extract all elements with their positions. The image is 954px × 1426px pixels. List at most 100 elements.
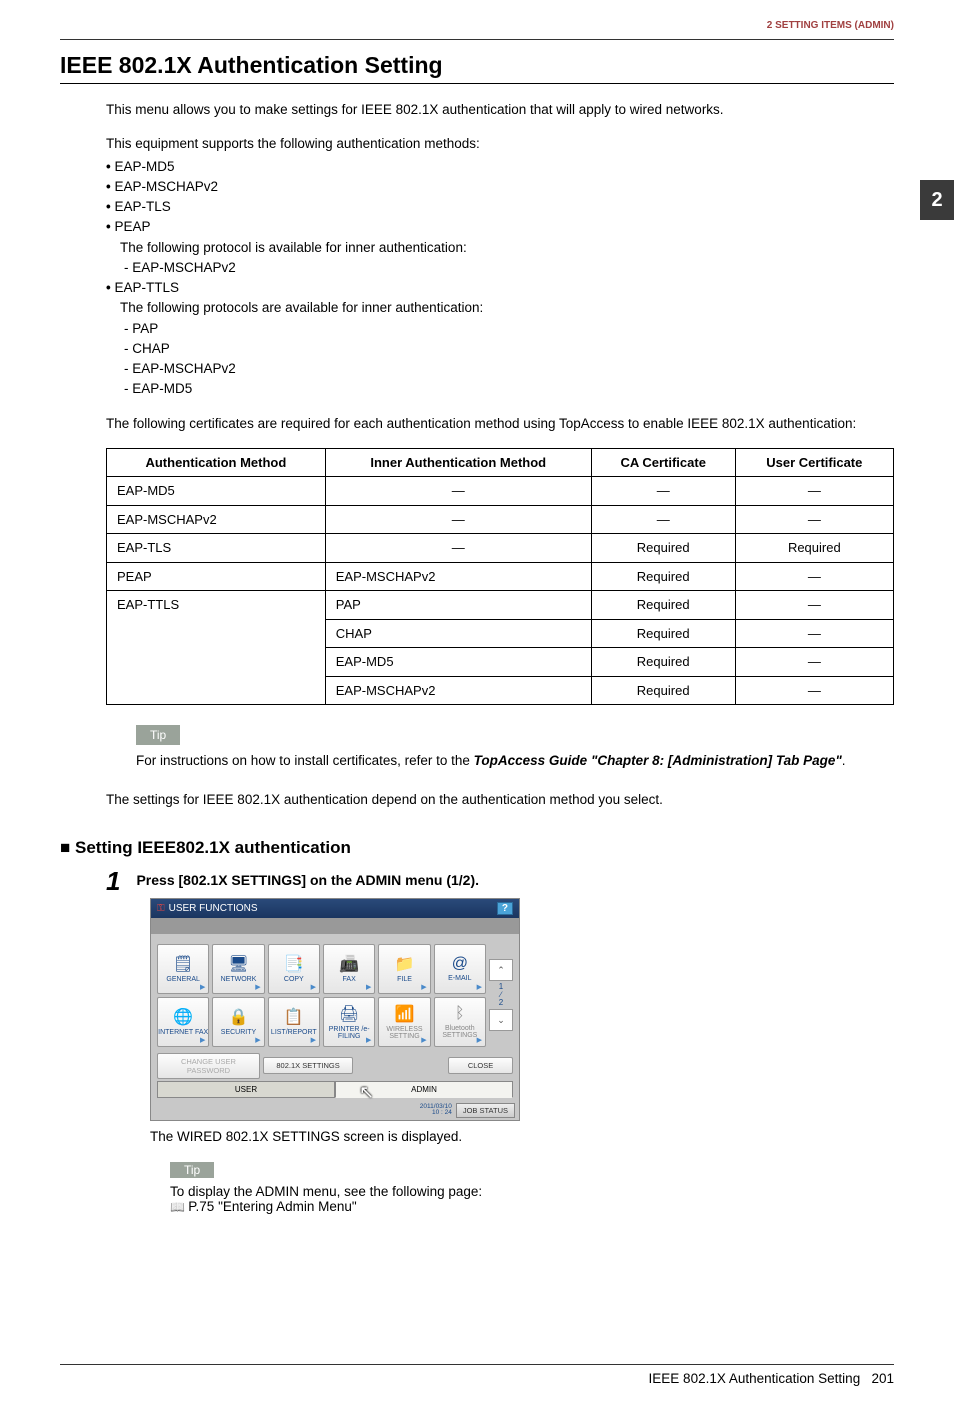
screenshot-caption: The WIRED 802.1X SETTINGS screen is disp… xyxy=(150,1129,894,1144)
network-icon: 🖥 xyxy=(228,954,248,974)
tile-general[interactable]: 🗒GENERAL▶ xyxy=(157,944,209,994)
cell: — xyxy=(325,477,591,506)
tile-network[interactable]: 🖥 NETWORK▶ xyxy=(212,944,264,994)
chevron-icon: ▶ xyxy=(311,1036,316,1044)
chevron-icon: ▶ xyxy=(477,1036,482,1044)
tile-label: FILE xyxy=(397,976,412,983)
change-password-button[interactable]: CHANGE USER PASSWORD xyxy=(157,1053,260,1079)
printer-icon: 🖨 xyxy=(339,1004,359,1024)
method-item: PEAP The following protocol is available… xyxy=(106,217,894,278)
footer-page: 201 xyxy=(871,1371,894,1386)
methods-lead: This equipment supports the following au… xyxy=(106,134,894,154)
method-item: EAP-TTLS The following protocols are ava… xyxy=(106,278,894,400)
ui-subbar xyxy=(151,918,519,934)
device-screenshot: ⚿ USER FUNCTIONS ? 🗒GENERAL▶ 🖥NETWORK▶ 📑… xyxy=(150,898,894,1121)
table-row: EAP-MD5 — — — xyxy=(107,477,894,506)
ts-time: 10 : 24 xyxy=(432,1109,452,1116)
method-item: EAP-MD5 xyxy=(106,157,894,177)
cell: EAP-TLS xyxy=(107,534,326,563)
copy-icon: 📑 xyxy=(284,954,304,974)
cell: EAP-MD5 xyxy=(107,477,326,506)
tile-label: FAX xyxy=(343,976,356,983)
cert-lead: The following certificates are required … xyxy=(106,414,894,434)
tip-text-b: TopAccess Guide "Chapter 8: [Administrat… xyxy=(474,753,842,768)
page-up-button[interactable]: ⌃ xyxy=(489,959,513,981)
tip-line1: To display the ADMIN menu, see the follo… xyxy=(170,1184,894,1199)
cell: EAP-MD5 xyxy=(325,648,591,677)
job-status-button[interactable]: JOB STATUS xyxy=(456,1103,515,1118)
close-button[interactable]: CLOSE xyxy=(448,1057,513,1074)
tile-fax[interactable]: 📠 FAX ▶ xyxy=(323,944,375,994)
ifax-icon: 🌐 xyxy=(173,1007,193,1027)
cell: Required xyxy=(735,534,893,563)
list-icon: 📋 xyxy=(284,1007,304,1027)
cell: — xyxy=(735,477,893,506)
tile-printer[interactable]: 🖨PRINTER /e-FILING▶ xyxy=(323,997,375,1047)
header-breadcrumb: 2 SETTING ITEMS (ADMIN) xyxy=(60,20,894,31)
page-title: IEEE 802.1X Authentication Setting xyxy=(60,52,894,84)
tile-internet-fax[interactable]: 🌐INTERNET FAX▶ xyxy=(157,997,209,1047)
section-heading: Setting IEEE802.1X authentication xyxy=(60,838,894,858)
tile-email[interactable]: @E-MAIL▶ xyxy=(434,944,486,994)
footer-title: IEEE 802.1X Authentication Setting xyxy=(649,1371,861,1386)
chevron-icon: ▶ xyxy=(421,1036,426,1044)
tile-file[interactable]: 📁FILE▶ xyxy=(378,944,430,994)
chapter-side-tab: 2 xyxy=(920,180,954,220)
tile-list-report[interactable]: 📋LIST/REPORT▶ xyxy=(268,997,320,1047)
chevron-icon: ▶ xyxy=(255,1036,260,1044)
cell: Required xyxy=(591,591,735,620)
tile-copy[interactable]: 📑 COPY ▶ xyxy=(268,944,320,994)
table-row: EAP-MSCHAPv2 — — — xyxy=(107,505,894,534)
method-desc: The following protocol is available for … xyxy=(120,238,894,258)
cell: — xyxy=(591,505,735,534)
inner-item: PAP xyxy=(138,319,894,339)
cell: PEAP xyxy=(107,562,326,591)
tab-user[interactable]: USER xyxy=(157,1081,335,1098)
chevron-icon: ▶ xyxy=(366,983,371,991)
cell: — xyxy=(591,477,735,506)
tip-text-a: For instructions on how to install certi… xyxy=(136,753,474,768)
tab-admin[interactable]: ADMIN xyxy=(335,1081,513,1098)
cell: Required xyxy=(591,534,735,563)
tip-text: For instructions on how to install certi… xyxy=(136,751,894,771)
timestamp: 2011/03/10 10 : 24 xyxy=(420,1104,452,1117)
chevron-icon: ▶ xyxy=(366,1036,371,1044)
cell: Required xyxy=(591,619,735,648)
cell: EAP-MSCHAPv2 xyxy=(325,676,591,705)
tile-security[interactable]: 🔒SECURITY▶ xyxy=(212,997,264,1047)
chevron-icon: ▶ xyxy=(421,983,426,991)
method-item: EAP-MSCHAPv2 xyxy=(106,177,894,197)
cell: Required xyxy=(591,676,735,705)
tile-label: NETWORK xyxy=(221,976,257,983)
tip-label: Tip xyxy=(170,1162,214,1178)
method-desc: The following protocols are available fo… xyxy=(120,298,894,318)
cell: — xyxy=(735,676,893,705)
chevron-icon: ▶ xyxy=(200,1036,205,1044)
page-down-button[interactable]: ⌄ xyxy=(489,1009,513,1031)
tile-wireless[interactable]: 📶WIRELESS SETTING▶ xyxy=(378,997,430,1047)
table-header-row: Authentication Method Inner Authenticati… xyxy=(107,448,894,477)
tile-bluetooth[interactable]: ᛒBluetooth SETTINGS▶ xyxy=(434,997,486,1047)
cell: EAP-MSCHAPv2 xyxy=(325,562,591,591)
depend-text: The settings for IEEE 802.1X authenticat… xyxy=(106,790,894,810)
tile-label: COPY xyxy=(284,976,304,983)
book-icon xyxy=(170,1199,188,1214)
page: 2 SETTING ITEMS (ADMIN) 2 IEEE 802.1X Au… xyxy=(60,20,894,1386)
general-icon: 🗒 xyxy=(173,954,193,974)
page-current: 1 xyxy=(499,982,503,991)
help-icon[interactable]: ? xyxy=(497,902,513,915)
chevron-icon: ▶ xyxy=(255,983,260,991)
chevron-icon: ▶ xyxy=(311,983,316,991)
tip-block-2: Tip To display the ADMIN menu, see the f… xyxy=(170,1162,894,1214)
step-1: 1 Press [802.1X SETTINGS] on the ADMIN m… xyxy=(106,868,894,894)
inner-list: EAP-MSCHAPv2 xyxy=(120,258,894,278)
cell: — xyxy=(735,591,893,620)
inner-item: EAP-MSCHAPv2 xyxy=(138,359,894,379)
fax-icon: 📠 xyxy=(339,954,359,974)
th-auth-method: Authentication Method xyxy=(107,448,326,477)
step-number: 1 xyxy=(106,868,120,894)
cell: EAP-MSCHAPv2 xyxy=(107,505,326,534)
cell: CHAP xyxy=(325,619,591,648)
8021x-settings-button[interactable]: 802.1X SETTINGS xyxy=(263,1057,353,1074)
ui-button-row: CHANGE USER PASSWORD 802.1X SETTINGS CLO… xyxy=(151,1051,519,1081)
